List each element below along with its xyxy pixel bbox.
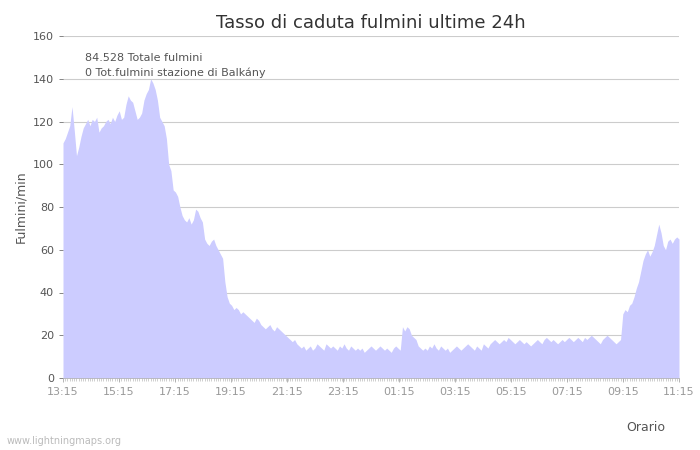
Text: 84.528 Totale fulmini
0 Tot.fulmini stazione di Balkány: 84.528 Totale fulmini 0 Tot.fulmini staz… — [85, 53, 265, 78]
Y-axis label: Fulmini/min: Fulmini/min — [14, 171, 27, 243]
Title: Tasso di caduta fulmini ultime 24h: Tasso di caduta fulmini ultime 24h — [216, 14, 526, 32]
Text: www.lightningmaps.org: www.lightningmaps.org — [7, 436, 122, 446]
Legend: Totale fulmini, Fulmini stazione di: Totale fulmini, Fulmini stazione di — [193, 446, 476, 450]
Text: Orario: Orario — [626, 421, 665, 434]
